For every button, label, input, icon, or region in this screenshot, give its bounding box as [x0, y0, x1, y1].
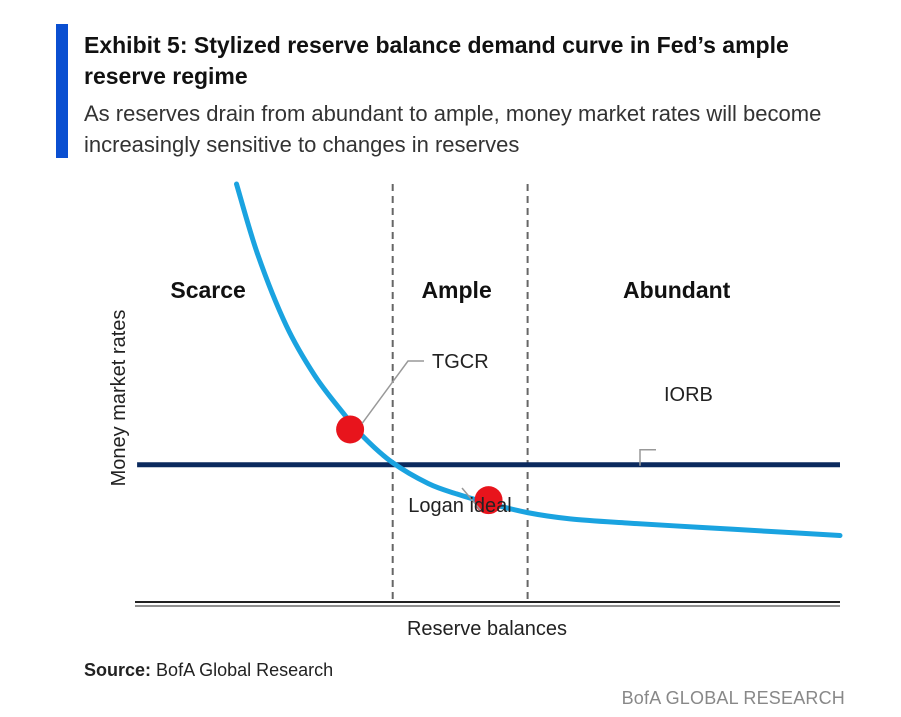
- y-axis-label: Money market rates: [108, 310, 130, 487]
- chart-title: Exhibit 5: Stylized reserve balance dema…: [84, 32, 789, 89]
- tgcr-label: TGCR: [432, 351, 489, 373]
- region-label-scarce: Scarce: [170, 277, 245, 303]
- logan-ideal-leader: [461, 487, 482, 511]
- chart-area: Scarce Ample Abundant TGCR IORB Logan id…: [108, 181, 843, 640]
- source-label: Source:: [84, 660, 152, 680]
- logan-ideal-label: Logan ideal: [408, 495, 511, 517]
- chart-subtitle: As reserves drain from abundant to ample…: [84, 101, 822, 157]
- region-label-ample: Ample: [421, 277, 491, 303]
- demand-curve: [234, 181, 843, 539]
- source-text: BofA Global Research: [156, 660, 334, 680]
- tgcr-marker: [336, 415, 365, 444]
- tgcr-leader: [361, 360, 424, 424]
- logan-ideal-marker: [474, 486, 503, 515]
- iorb-label: IORB: [664, 384, 713, 406]
- source-note: Source: BofA Global Research: [84, 660, 333, 681]
- x-axis-label: Reserve balances: [407, 618, 567, 640]
- region-label-abundant: Abundant: [623, 277, 731, 303]
- iorb-leader: [639, 449, 656, 466]
- accent-bar: [56, 24, 68, 158]
- brand-footer: BofA GLOBAL RESEARCH: [621, 688, 845, 708]
